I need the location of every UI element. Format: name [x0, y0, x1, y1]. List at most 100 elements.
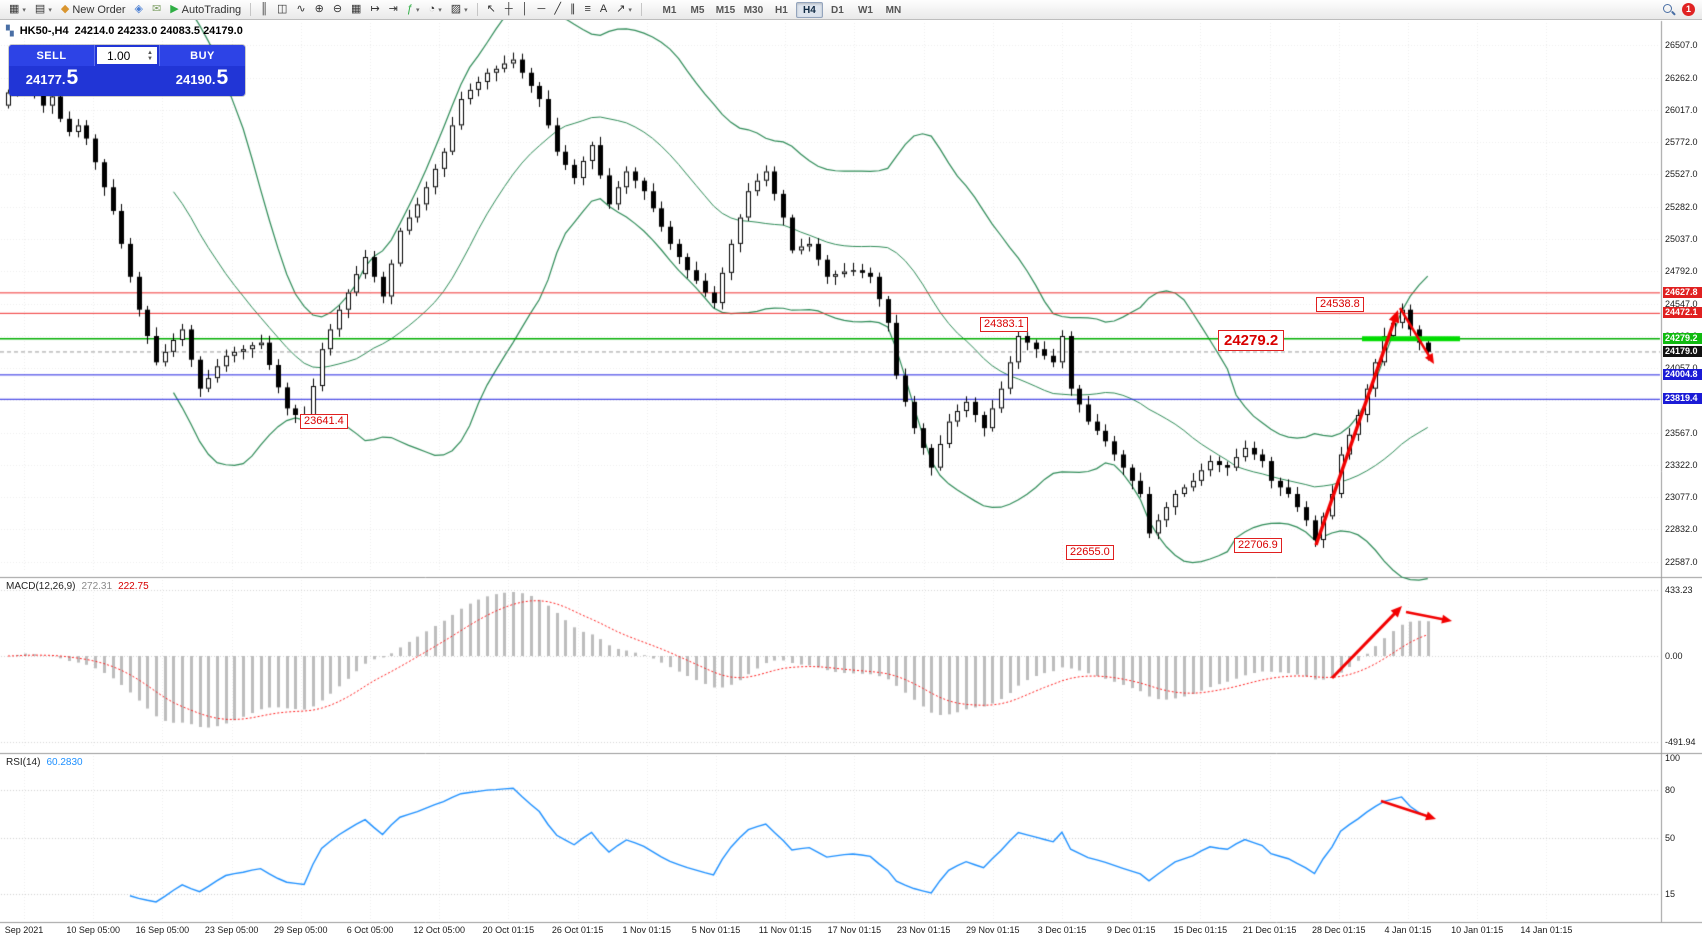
timeframe-h4-button[interactable]: H4: [795, 1, 823, 18]
timeframe-m30-button[interactable]: M30: [743, 4, 764, 16]
crosshair-icon: ┼: [504, 3, 513, 15]
rsi-axis-label: 50: [1665, 833, 1676, 843]
buy-button[interactable]: BUY: [159, 45, 245, 66]
new-order-button-label: New Order: [72, 3, 126, 16]
zoom-in-button[interactable]: ⊕: [311, 2, 328, 18]
price-axis-tag: 24627.8: [1663, 286, 1702, 298]
chart-shift-button[interactable]: ⇥: [385, 2, 402, 18]
time-axis-label: 10 Jan 01:15: [1451, 925, 1504, 935]
autotrading-button-label: AutoTrading: [181, 3, 242, 16]
new-order-button[interactable]: ◆ New Order: [57, 2, 130, 18]
price-axis-label: 25282.0: [1665, 201, 1698, 212]
zoom-out-icon: ⊖: [332, 3, 343, 15]
new-order-icon: ◆: [60, 3, 70, 15]
dropdown-caret-icon: ▾: [22, 6, 26, 14]
time-axis-label: 20 Oct 01:15: [482, 925, 535, 935]
auto-scroll-button[interactable]: ↦: [366, 2, 383, 18]
time-axis-label: 10 Sep 05:00: [66, 925, 120, 935]
time-axis-label: 26 Oct 01:15: [551, 925, 604, 935]
toolbar-separator: [250, 3, 252, 16]
crosshair-button[interactable]: ┼: [501, 2, 517, 18]
autotrading-button[interactable]: ▶ AutoTrading: [166, 2, 245, 18]
price-axis-tag: 23819.4: [1663, 393, 1702, 405]
macd-label: MACD(12,26,9) 272.31 222.75: [6, 581, 149, 592]
zoom-out-button[interactable]: ⊖: [329, 2, 346, 18]
price-axis-label: 24792.0: [1665, 266, 1698, 277]
notification-badge[interactable]: 1: [1682, 3, 1695, 16]
bar-chart-button[interactable]: ║: [256, 2, 272, 18]
chart-profiles-button[interactable]: ▤ ▾: [31, 2, 56, 18]
price-axis-label: 25527.0: [1665, 169, 1698, 180]
price-axis-tag: 24179.0: [1663, 345, 1702, 357]
toolbar-right: 1: [1662, 3, 1697, 16]
dropdown-caret-icon: ▾: [48, 6, 52, 14]
tile-windows-icon: ▦: [351, 3, 362, 15]
volume-down-button[interactable]: ▼: [147, 55, 153, 62]
market-button[interactable]: ✉: [148, 2, 165, 18]
channel-button[interactable]: ∥: [566, 2, 580, 18]
rsi-axis-label: 80: [1665, 785, 1676, 795]
price-callout[interactable]: 24383.1: [980, 317, 1028, 332]
timeframe-d1-button[interactable]: D1: [831, 4, 844, 16]
vertical-line-button[interactable]: │: [518, 2, 533, 18]
macd-axis-label: 0.00: [1665, 651, 1683, 661]
time-axis-label: 9 Dec 01:15: [1106, 925, 1156, 935]
time-axis-label: 23 Nov 01:15: [896, 925, 951, 935]
buy-price[interactable]: 24190. 5: [175, 66, 229, 89]
metaeditor-button[interactable]: ◈: [131, 2, 147, 18]
timeframe-w1-button[interactable]: W1: [857, 4, 873, 16]
cursor-button[interactable]: ↖: [483, 2, 500, 18]
timeframe-mn-button[interactable]: MN: [885, 4, 902, 16]
search-icon[interactable]: [1662, 3, 1675, 16]
toolbar-separator: [640, 3, 642, 16]
time-axis-label: 4 Jan 01:15: [1384, 925, 1432, 935]
tile-windows-button[interactable]: ▦: [347, 2, 365, 18]
fibonacci-button[interactable]: ≡: [580, 2, 594, 18]
text-button[interactable]: A: [596, 2, 611, 18]
horizontal-line-button[interactable]: ─: [534, 2, 550, 18]
price-axis-tag: 24472.1: [1663, 307, 1702, 319]
candlestick-chart-button[interactable]: ◫: [273, 2, 291, 18]
templates-button[interactable]: ▨ ▾: [447, 2, 472, 18]
volume-cell: 1.00 ▲ ▼: [95, 45, 159, 66]
vertical-line-icon: │: [521, 3, 529, 15]
time-axis-label: 17 Nov 01:15: [827, 925, 882, 935]
price-axis-label: 22832.0: [1665, 524, 1698, 535]
sell-price[interactable]: 24177. 5: [25, 66, 79, 89]
chart-ohlc-values: 24214.0 24233.0 24083.5 24179.0: [74, 25, 243, 37]
trendline-button[interactable]: ╱: [550, 2, 565, 18]
time-axis-label: 11 Nov 01:15: [758, 925, 812, 935]
timeframe-m15-button[interactable]: M15: [715, 4, 736, 16]
fibonacci-icon: ≡: [584, 3, 591, 15]
new-chart-button[interactable]: ▦ ▾: [5, 2, 30, 18]
indicators-button[interactable]: ƒ ▾: [403, 2, 424, 18]
price-callout[interactable]: 22706.9: [1234, 538, 1282, 553]
price-callout[interactable]: 23641.4: [300, 414, 348, 429]
periods-icon: ◔: [428, 3, 436, 15]
time-axis-label: 14 Jan 01:15: [1520, 925, 1573, 935]
price-callout[interactable]: 22655.0: [1066, 545, 1114, 560]
price-callout[interactable]: 24279.2: [1218, 330, 1285, 351]
macd-axis-label: -491.94: [1665, 737, 1696, 747]
chart-profiles-icon: ▤: [34, 3, 46, 15]
cursor-icon: ↖: [486, 3, 496, 15]
rsi-label: RSI(14) 60.2830: [6, 757, 83, 768]
price-axis-label: 23077.0: [1665, 492, 1698, 503]
chart-symbol-period: HK50-,H4: [19, 25, 69, 37]
line-chart-button[interactable]: ∿: [292, 2, 309, 18]
price-axis-label: 24547.0: [1665, 298, 1698, 309]
volume-input[interactable]: 1.00 ▲ ▼: [97, 47, 157, 64]
toolbar: ▦ ▾ ▤ ▾ ◆ New Order ◈ ✉ ▶ AutoTrading ║ ◫ ∿ ⊕ ⊖ ▦ ↦ ⇥ ƒ ▾ ◔ ▾…: [0, 0, 1702, 20]
arrows-button[interactable]: ↗ ▾: [612, 2, 636, 18]
sell-button[interactable]: SELL: [9, 45, 95, 66]
trendline-icon: ╱: [554, 3, 561, 15]
periods-button[interactable]: ◔ ▾: [425, 2, 446, 18]
price-axis-tag: 24004.8: [1663, 368, 1702, 380]
volume-up-button[interactable]: ▲: [147, 49, 153, 56]
timeframe-m1-button[interactable]: M1: [662, 4, 677, 16]
timeframe-m5-button[interactable]: M5: [690, 4, 705, 16]
timeframe-h1-button[interactable]: H1: [775, 4, 788, 16]
price-callout[interactable]: 24538.8: [1316, 297, 1364, 312]
